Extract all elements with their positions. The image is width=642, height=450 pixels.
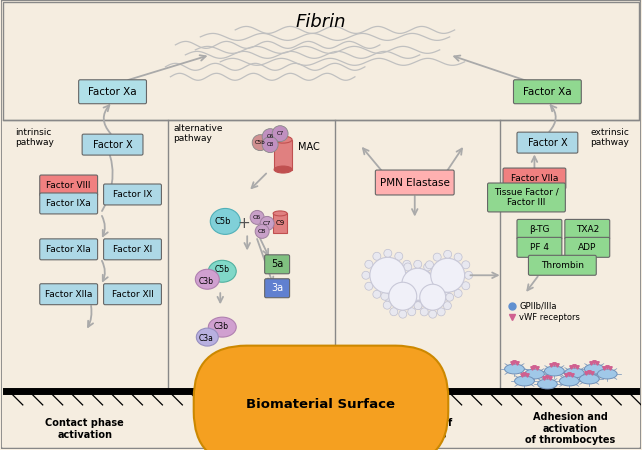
Circle shape	[403, 282, 411, 290]
Ellipse shape	[564, 368, 584, 378]
Circle shape	[381, 292, 389, 300]
Circle shape	[394, 280, 402, 288]
Text: Factor VIIa: Factor VIIa	[511, 174, 558, 183]
Circle shape	[395, 252, 403, 260]
Text: Tissue Factor /
Factor III: Tissue Factor / Factor III	[494, 188, 559, 207]
Text: C8: C8	[258, 229, 266, 234]
Text: 3a: 3a	[271, 283, 283, 293]
Circle shape	[362, 271, 370, 279]
Circle shape	[250, 211, 264, 225]
FancyBboxPatch shape	[265, 255, 290, 274]
Circle shape	[384, 249, 392, 257]
Text: β-TG: β-TG	[529, 225, 550, 234]
Circle shape	[437, 279, 445, 287]
Ellipse shape	[515, 376, 534, 386]
Text: 5a: 5a	[271, 259, 283, 269]
Text: Complement
activation: Complement activation	[216, 418, 286, 440]
Circle shape	[424, 297, 431, 306]
Circle shape	[421, 308, 428, 316]
Circle shape	[414, 302, 422, 310]
Circle shape	[420, 284, 446, 310]
FancyBboxPatch shape	[517, 132, 578, 153]
Circle shape	[462, 261, 470, 269]
Circle shape	[462, 282, 470, 290]
FancyBboxPatch shape	[265, 279, 290, 298]
FancyBboxPatch shape	[40, 175, 98, 196]
Circle shape	[431, 290, 439, 298]
Circle shape	[414, 285, 422, 293]
Circle shape	[454, 289, 462, 297]
FancyBboxPatch shape	[565, 237, 610, 257]
Ellipse shape	[273, 211, 287, 216]
FancyBboxPatch shape	[3, 2, 639, 120]
Circle shape	[417, 292, 425, 300]
FancyBboxPatch shape	[40, 239, 98, 260]
Text: Thrombin: Thrombin	[541, 261, 584, 270]
Text: PF 4: PF 4	[530, 243, 549, 252]
Circle shape	[390, 308, 398, 316]
Text: +: +	[238, 216, 250, 231]
FancyBboxPatch shape	[79, 80, 146, 104]
Text: Factor VIII: Factor VIII	[46, 181, 91, 190]
Text: C6: C6	[253, 215, 261, 220]
Text: Factor X: Factor X	[528, 138, 568, 148]
Text: C5b: C5b	[214, 217, 230, 226]
Text: ADP: ADP	[578, 243, 596, 252]
Circle shape	[404, 263, 412, 271]
Ellipse shape	[274, 166, 292, 173]
FancyBboxPatch shape	[487, 183, 566, 212]
Circle shape	[384, 293, 392, 301]
Text: PMN Elastase: PMN Elastase	[380, 177, 449, 188]
FancyBboxPatch shape	[40, 284, 98, 305]
Circle shape	[399, 274, 407, 282]
Text: GPIIb/IIIa: GPIIb/IIIa	[519, 302, 557, 310]
Circle shape	[383, 301, 391, 309]
Circle shape	[389, 282, 417, 310]
Circle shape	[429, 276, 437, 284]
Ellipse shape	[274, 136, 292, 143]
Text: Biomaterial Surface: Biomaterial Surface	[247, 398, 395, 411]
Circle shape	[395, 290, 403, 298]
Ellipse shape	[525, 369, 544, 379]
Text: TXA2: TXA2	[576, 225, 599, 234]
FancyBboxPatch shape	[82, 134, 143, 155]
Circle shape	[414, 283, 422, 291]
Ellipse shape	[505, 364, 525, 374]
Circle shape	[262, 129, 278, 144]
Text: Factor IXa: Factor IXa	[46, 199, 91, 208]
FancyBboxPatch shape	[517, 220, 562, 239]
Circle shape	[431, 270, 439, 278]
Text: C5b: C5b	[215, 265, 230, 274]
FancyBboxPatch shape	[514, 80, 581, 104]
Circle shape	[413, 300, 422, 308]
Circle shape	[370, 257, 406, 293]
Circle shape	[406, 271, 413, 279]
Circle shape	[414, 301, 422, 309]
Text: Factor XI: Factor XI	[113, 245, 152, 254]
Circle shape	[424, 263, 431, 271]
Circle shape	[255, 225, 269, 239]
Text: alternative
pathway: alternative pathway	[173, 124, 223, 144]
Ellipse shape	[559, 376, 579, 386]
Circle shape	[373, 290, 381, 298]
Circle shape	[429, 310, 437, 318]
Text: Factor XIa: Factor XIa	[46, 245, 91, 254]
Circle shape	[390, 277, 398, 285]
Text: vWF receptors: vWF receptors	[519, 313, 580, 322]
FancyBboxPatch shape	[376, 170, 454, 195]
Circle shape	[408, 308, 416, 316]
Text: C6: C6	[266, 134, 273, 139]
Circle shape	[397, 270, 404, 278]
FancyBboxPatch shape	[565, 220, 610, 239]
Circle shape	[373, 252, 381, 260]
Circle shape	[252, 135, 268, 151]
Text: Factor X: Factor X	[92, 140, 132, 149]
Circle shape	[272, 126, 288, 142]
Circle shape	[437, 308, 445, 316]
Circle shape	[408, 277, 416, 285]
Circle shape	[365, 260, 373, 268]
Text: extrinsic
pathway: extrinsic pathway	[590, 128, 629, 147]
Circle shape	[404, 297, 412, 306]
FancyBboxPatch shape	[517, 237, 562, 257]
